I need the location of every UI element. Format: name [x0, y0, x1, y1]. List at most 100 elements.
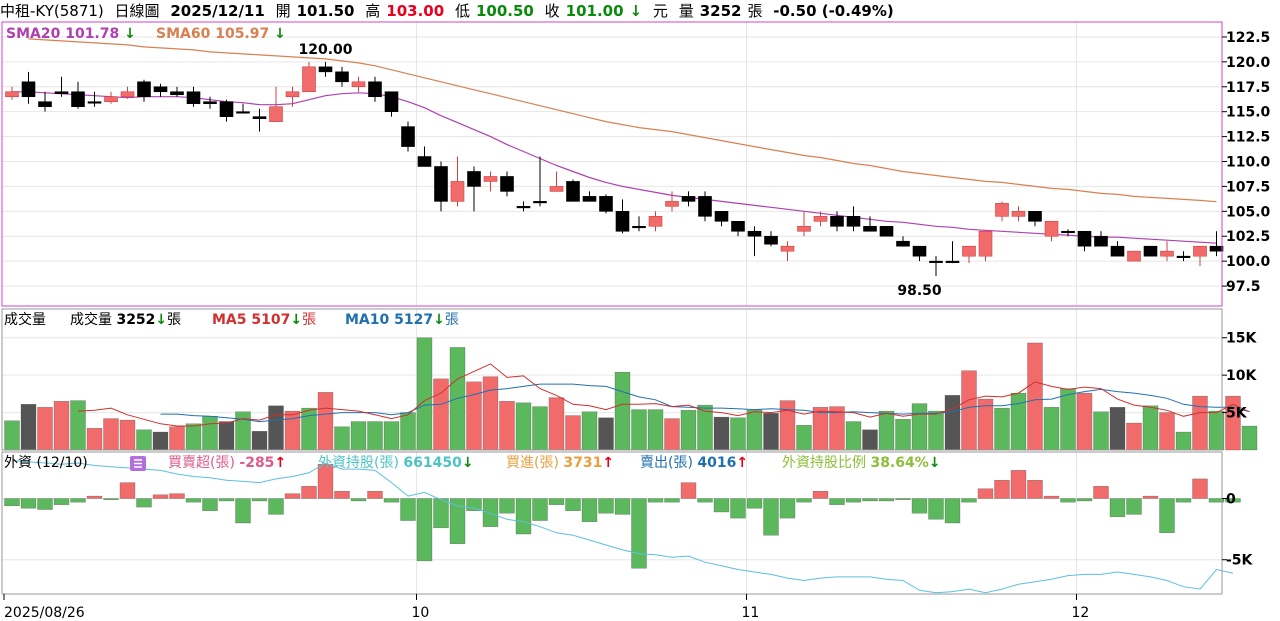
- foreign-net-bar: [812, 491, 829, 499]
- volume-bar: [350, 421, 367, 451]
- foreign-net-bar: [268, 498, 284, 515]
- foreign-net-bar: [350, 498, 367, 502]
- foreign-net-bar: [1027, 480, 1043, 499]
- volume-bar: [911, 403, 928, 451]
- volume-bar: [169, 426, 185, 451]
- candle-body: [962, 245, 976, 257]
- foreign-net-bar: [1109, 498, 1126, 518]
- candle-body: [500, 176, 514, 192]
- foreign-net-bar: [763, 498, 779, 536]
- foreign-net-bar: [928, 498, 944, 520]
- ma10-arrow-icon: ↓: [433, 312, 445, 328]
- candle-body: [665, 201, 679, 207]
- holding-ratio-legend: 外資持股比例 38.64%↓: [782, 455, 941, 471]
- price-tick-label: 117.5: [1226, 80, 1270, 96]
- sma60-legend: SMA60 105.97 ↓: [156, 26, 286, 42]
- candle-body: [203, 101, 217, 105]
- ma5-legend: MA5 5107↓張: [212, 312, 316, 328]
- volume-bar: [1027, 342, 1043, 451]
- foreign-net-bar: [1175, 498, 1192, 503]
- candle-body: [698, 196, 712, 217]
- candle-body: [1127, 250, 1141, 262]
- candle-body: [648, 216, 663, 227]
- close-value: 101.00: [565, 2, 624, 20]
- foreign-net-bar: [961, 498, 977, 503]
- foreign-net-bar: [862, 498, 878, 502]
- volume-tick-label: 15K: [1226, 331, 1257, 347]
- candle-body: [846, 216, 861, 227]
- foreign-investor-panel: [4, 460, 1241, 594]
- volume-bar: [1241, 425, 1258, 451]
- close-arrow-icon: ↓: [629, 2, 643, 20]
- foreign-net-bar: [911, 498, 928, 514]
- candle-body: [1209, 245, 1224, 252]
- candle-body: [401, 126, 415, 147]
- volume-bar: [268, 405, 284, 451]
- candle-body: [1143, 245, 1158, 257]
- foreign-net-bar: [647, 498, 664, 503]
- foreign-net-bar: [37, 498, 53, 510]
- foreign-net-bar: [1208, 498, 1225, 503]
- volume-tick-label: 5K: [1226, 406, 1248, 422]
- buy-legend: 買進(張) 3731↑: [506, 455, 614, 471]
- volume-bar: [1142, 405, 1159, 451]
- volume-bar: [4, 420, 20, 451]
- candle-body: [879, 225, 894, 237]
- volume-bar: [103, 418, 119, 451]
- volume-legend: 成交量 3252↓張: [70, 311, 181, 328]
- foreign-net-bar: [1126, 498, 1142, 515]
- candle-body: [1176, 255, 1191, 258]
- candle-body: [153, 86, 168, 93]
- candle-body: [54, 91, 69, 95]
- volume-bar: [499, 401, 515, 451]
- foreign-net-bar: [730, 498, 746, 519]
- volume-bar: [416, 337, 433, 451]
- menu-icon[interactable]: [130, 456, 146, 471]
- foreign-net-bar: [779, 498, 796, 519]
- ma5-arrow-icon: ↓: [290, 312, 302, 328]
- foreign-net-bar: [746, 498, 763, 509]
- volume-unit: 張: [747, 2, 763, 20]
- foreign-net-bar: [284, 493, 301, 499]
- volume-bar: [944, 395, 961, 451]
- foreign-panel-title: 外資 (12/10): [4, 455, 88, 471]
- volume-bar: [763, 413, 779, 451]
- volume-bar: [1126, 422, 1142, 451]
- price-tick-label: 120.0: [1226, 55, 1271, 71]
- volume-bar: [1060, 388, 1076, 451]
- candle-body: [417, 156, 432, 167]
- price-tick-label: 115.0: [1226, 105, 1271, 121]
- foreign-net-bar: [895, 498, 911, 500]
- holding-line: [11, 460, 1234, 594]
- volume-bar: [895, 419, 911, 451]
- holding-arrow-icon: ↓: [462, 455, 474, 471]
- sell-arrow-icon: ↑: [736, 455, 748, 471]
- candle-body: [632, 225, 646, 229]
- candle-body: [681, 196, 696, 202]
- foreign-net-bar: [20, 498, 37, 509]
- sma20-legend: SMA20 101.78 ↓: [6, 26, 136, 42]
- candle-body: [434, 166, 448, 202]
- x-tick-label: 2025/08/26: [4, 605, 85, 621]
- candle-body: [764, 235, 778, 245]
- volume-bar: [779, 400, 796, 451]
- candle-body: [1028, 211, 1042, 222]
- volume-bar: [284, 410, 301, 451]
- volume-bar: [1093, 411, 1109, 451]
- candle-body: [450, 181, 465, 202]
- candle-body: [38, 101, 52, 108]
- foreign-net-bar: [581, 498, 598, 522]
- volume-bar: [515, 402, 532, 451]
- volume-bar: [994, 407, 1010, 451]
- volume-bar: [680, 410, 697, 451]
- volume-bar: [581, 411, 598, 451]
- foreign-net-bar: [482, 498, 499, 527]
- volume-bar: [482, 376, 499, 451]
- foreign-net-bar: [4, 498, 20, 507]
- volume-bar: [383, 421, 400, 451]
- candle-body: [1094, 235, 1108, 247]
- foreign-net-bar: [845, 498, 862, 503]
- candle-body: [714, 211, 729, 222]
- candle-body: [467, 171, 481, 187]
- foreign-net-bar: [367, 491, 383, 499]
